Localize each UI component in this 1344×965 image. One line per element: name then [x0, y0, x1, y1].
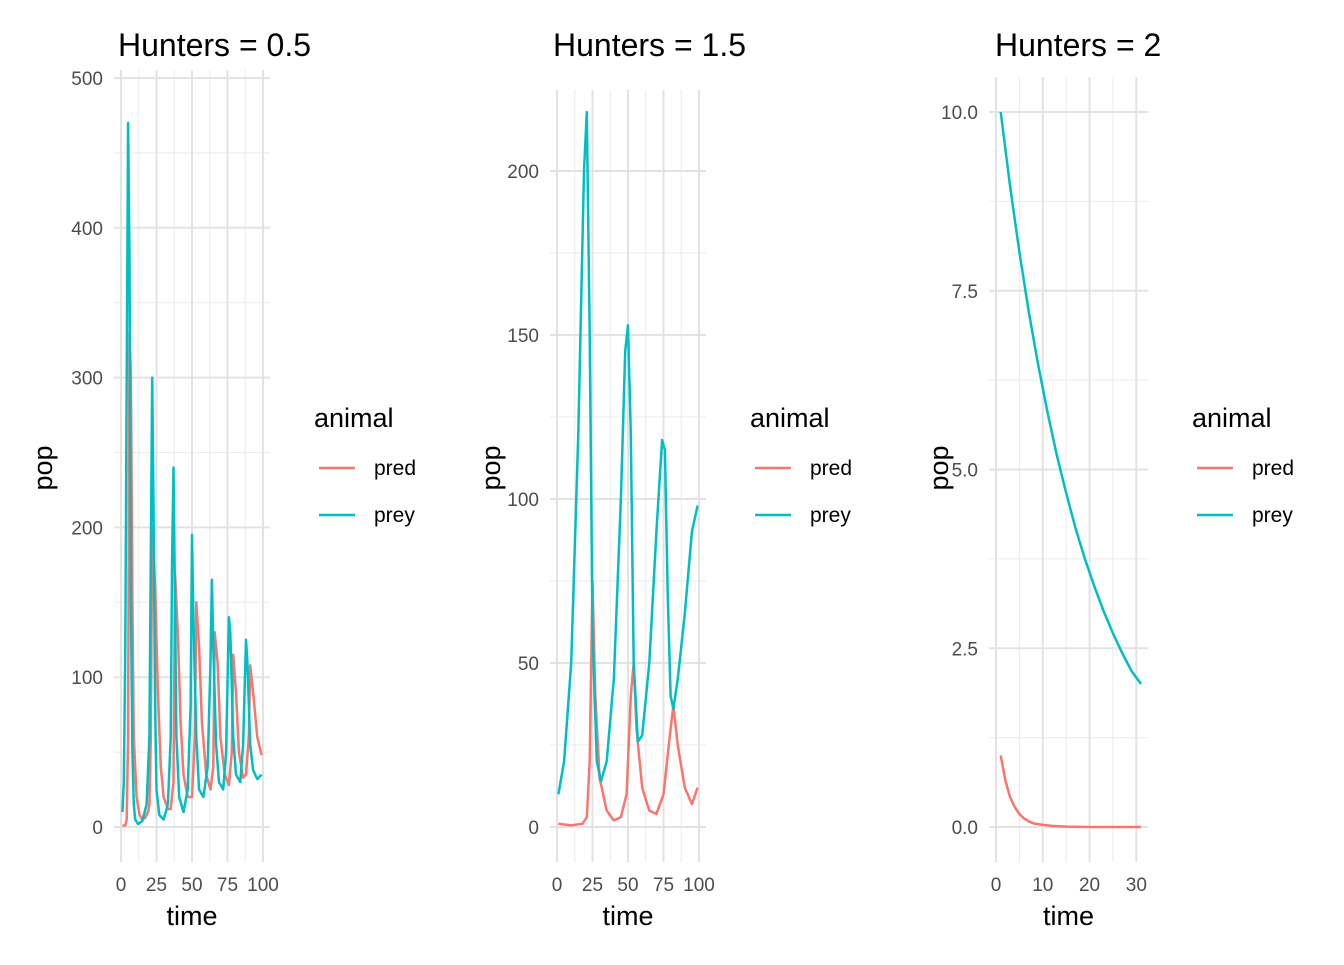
legend-label-prey: prey: [810, 504, 851, 527]
legend: animal pred prey: [750, 403, 852, 527]
y-tick-label: 400: [71, 219, 103, 240]
series-line-prey: [121, 121, 263, 826]
x-axis-label: time: [602, 901, 653, 931]
y-axis-label: pop: [924, 445, 954, 490]
legend-label-prey: prey: [374, 504, 415, 527]
legend: animal pred prey: [314, 403, 416, 527]
series-line-prey: [999, 111, 1143, 685]
x-tick-label: 25: [146, 875, 167, 896]
panel-title: Hunters = 1.5: [553, 27, 746, 63]
y-tick-label: 0: [92, 818, 103, 839]
y-axis-label: pop: [28, 445, 58, 490]
series-line-prey: [557, 110, 699, 795]
panel-2: 0 25 50 75 100 0 50 100 150 200 Hunters = 1.5 time p…: [476, 27, 852, 931]
y-tick-label: 50: [518, 654, 539, 675]
x-tick-label: 100: [683, 875, 715, 896]
x-tick-label: 20: [1079, 875, 1100, 896]
y-tick-label: 200: [71, 518, 103, 539]
y-tick-label: 100: [71, 668, 103, 689]
x-tick-label: 25: [582, 875, 603, 896]
legend: animal pred prey: [1192, 403, 1294, 527]
y-tick-label: 7.5: [952, 282, 978, 303]
y-tick-label: 10.0: [941, 103, 978, 124]
y-tick-label: 5.0: [952, 461, 978, 482]
panel-1: 0 25 50 75 100 0 100 200 300 400 500 Hunters = 0.5 t…: [28, 27, 416, 931]
x-tick-label: 100: [247, 875, 279, 896]
legend-title: animal: [314, 403, 394, 433]
y-tick-label: 0.0: [952, 818, 978, 839]
legend-label-prey: prey: [1252, 504, 1293, 527]
legend-label-pred: pred: [810, 457, 852, 480]
y-tick-label: 200: [507, 162, 539, 183]
panel-3: 0 10 20 30 0.0 2.5 5.0 7.5 10.0 Hunters = 2 time po…: [924, 27, 1294, 931]
x-tick-label: 10: [1032, 875, 1053, 896]
y-tick-label: 100: [507, 490, 539, 511]
y-axis-label: pop: [476, 445, 506, 490]
series-line-pred: [122, 331, 263, 827]
legend-title: animal: [750, 403, 830, 433]
x-tick-label: 0: [552, 875, 563, 896]
x-tick-label: 75: [217, 875, 238, 896]
y-tick-label: 2.5: [952, 639, 978, 660]
x-tick-label: 30: [1126, 875, 1147, 896]
x-tick-label: 0: [991, 875, 1002, 896]
series-line-pred: [999, 755, 1141, 829]
legend-label-pred: pred: [1252, 457, 1294, 480]
y-tick-label: 300: [71, 369, 103, 390]
x-axis-label: time: [1043, 901, 1094, 931]
x-axis-label: time: [166, 901, 217, 931]
y-tick-label: 0: [528, 818, 539, 839]
panel-title: Hunters = 2: [995, 27, 1161, 63]
legend-title: animal: [1192, 403, 1272, 433]
y-tick-label: 500: [71, 69, 103, 90]
legend-label-pred: pred: [374, 457, 416, 480]
x-tick-label: 50: [181, 875, 202, 896]
y-tick-label: 150: [507, 326, 539, 347]
x-tick-label: 50: [617, 875, 638, 896]
x-tick-label: 0: [116, 875, 127, 896]
x-tick-label: 75: [653, 875, 674, 896]
panel-title: Hunters = 0.5: [118, 27, 311, 63]
